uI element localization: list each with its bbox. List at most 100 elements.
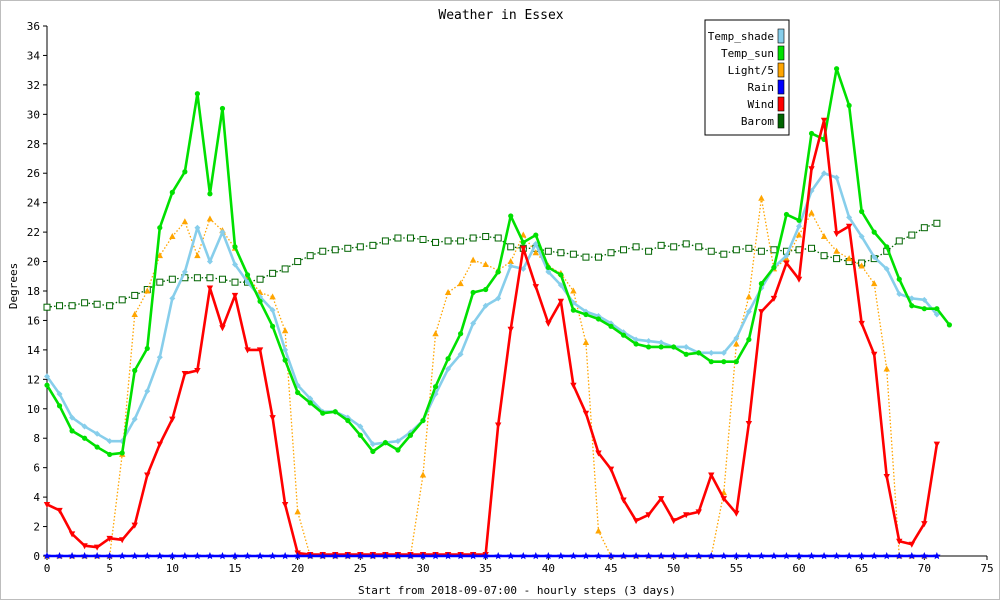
data-point bbox=[770, 552, 778, 560]
data-point bbox=[870, 552, 878, 560]
data-point bbox=[632, 552, 640, 560]
data-point bbox=[671, 344, 677, 350]
data-point bbox=[570, 382, 577, 389]
data-point bbox=[420, 417, 426, 424]
data-point bbox=[444, 288, 452, 295]
data-point bbox=[545, 268, 552, 275]
data-point bbox=[557, 552, 565, 560]
data-point bbox=[119, 450, 125, 456]
data-point bbox=[795, 276, 803, 283]
data-point bbox=[808, 130, 815, 137]
data-point bbox=[545, 320, 552, 327]
data-point bbox=[632, 243, 640, 251]
data-point bbox=[482, 233, 490, 241]
data-point bbox=[118, 552, 126, 560]
data-point bbox=[745, 308, 752, 315]
data-point bbox=[169, 295, 176, 302]
y-tick-label: 4 bbox=[33, 491, 40, 504]
data-point bbox=[394, 234, 402, 242]
x-tick-label: 45 bbox=[604, 562, 617, 575]
data-point bbox=[357, 432, 363, 438]
data-point bbox=[80, 552, 89, 560]
series-line bbox=[47, 197, 925, 557]
data-point bbox=[481, 552, 490, 560]
x-tick-label: 75 bbox=[980, 562, 993, 575]
data-point bbox=[432, 238, 440, 246]
legend-swatch bbox=[777, 28, 785, 44]
data-point bbox=[758, 309, 765, 316]
data-point bbox=[582, 552, 590, 560]
data-point bbox=[670, 243, 678, 251]
data-point bbox=[244, 347, 251, 354]
data-point bbox=[708, 472, 715, 479]
data-point bbox=[356, 552, 365, 560]
data-point bbox=[720, 552, 728, 560]
data-point bbox=[720, 496, 727, 503]
data-point bbox=[68, 302, 76, 310]
data-point bbox=[131, 416, 138, 423]
data-point bbox=[745, 552, 753, 560]
data-point bbox=[507, 258, 514, 265]
legend-swatch bbox=[777, 45, 785, 61]
data-point bbox=[495, 422, 502, 429]
y-tick-label: 0 bbox=[33, 550, 40, 563]
data-point bbox=[219, 229, 226, 236]
data-point bbox=[369, 552, 377, 560]
data-point bbox=[257, 298, 263, 304]
chart-title: Weather in Essex bbox=[438, 8, 563, 23]
data-point bbox=[520, 245, 527, 252]
series-line bbox=[45, 171, 938, 446]
data-point bbox=[895, 552, 904, 560]
data-point bbox=[532, 552, 540, 560]
series-light-5 bbox=[43, 194, 928, 559]
data-point bbox=[682, 552, 690, 560]
y-tick-label: 6 bbox=[33, 462, 40, 475]
data-point bbox=[43, 552, 51, 560]
data-point bbox=[657, 552, 665, 560]
data-point bbox=[131, 291, 139, 299]
y-tick-label: 24 bbox=[27, 197, 41, 210]
data-point bbox=[569, 552, 578, 560]
data-point bbox=[269, 415, 276, 422]
data-point bbox=[646, 344, 652, 350]
data-point bbox=[406, 234, 414, 242]
data-point bbox=[144, 345, 150, 352]
data-point bbox=[182, 169, 188, 175]
data-point bbox=[144, 388, 151, 395]
data-point bbox=[232, 261, 238, 268]
data-point bbox=[908, 541, 915, 548]
data-point bbox=[469, 234, 477, 242]
data-point bbox=[256, 552, 264, 560]
data-point bbox=[832, 552, 841, 560]
data-point bbox=[369, 241, 377, 249]
data-point bbox=[632, 518, 640, 525]
data-point bbox=[206, 285, 214, 292]
data-point bbox=[670, 518, 677, 525]
data-point bbox=[281, 265, 289, 273]
data-point bbox=[582, 253, 590, 261]
data-point bbox=[194, 368, 201, 374]
x-tick-label: 40 bbox=[542, 562, 555, 575]
data-point bbox=[244, 272, 251, 278]
y-axis-label: Degrees bbox=[7, 263, 20, 309]
data-point bbox=[193, 552, 202, 560]
data-point bbox=[782, 552, 791, 560]
data-point bbox=[456, 552, 465, 560]
data-point bbox=[256, 275, 264, 283]
data-point bbox=[156, 441, 163, 448]
data-point bbox=[56, 507, 63, 514]
data-point bbox=[294, 508, 301, 515]
data-point bbox=[733, 359, 739, 365]
y-tick-label: 28 bbox=[27, 138, 40, 151]
data-point bbox=[871, 280, 878, 287]
data-point bbox=[495, 295, 502, 302]
data-point bbox=[695, 509, 702, 516]
data-point bbox=[658, 339, 665, 346]
data-point bbox=[934, 306, 940, 312]
data-point bbox=[181, 268, 188, 275]
data-point bbox=[833, 255, 841, 263]
data-point bbox=[834, 66, 840, 72]
data-point bbox=[909, 303, 915, 309]
data-point bbox=[218, 275, 226, 283]
data-point bbox=[808, 209, 815, 216]
